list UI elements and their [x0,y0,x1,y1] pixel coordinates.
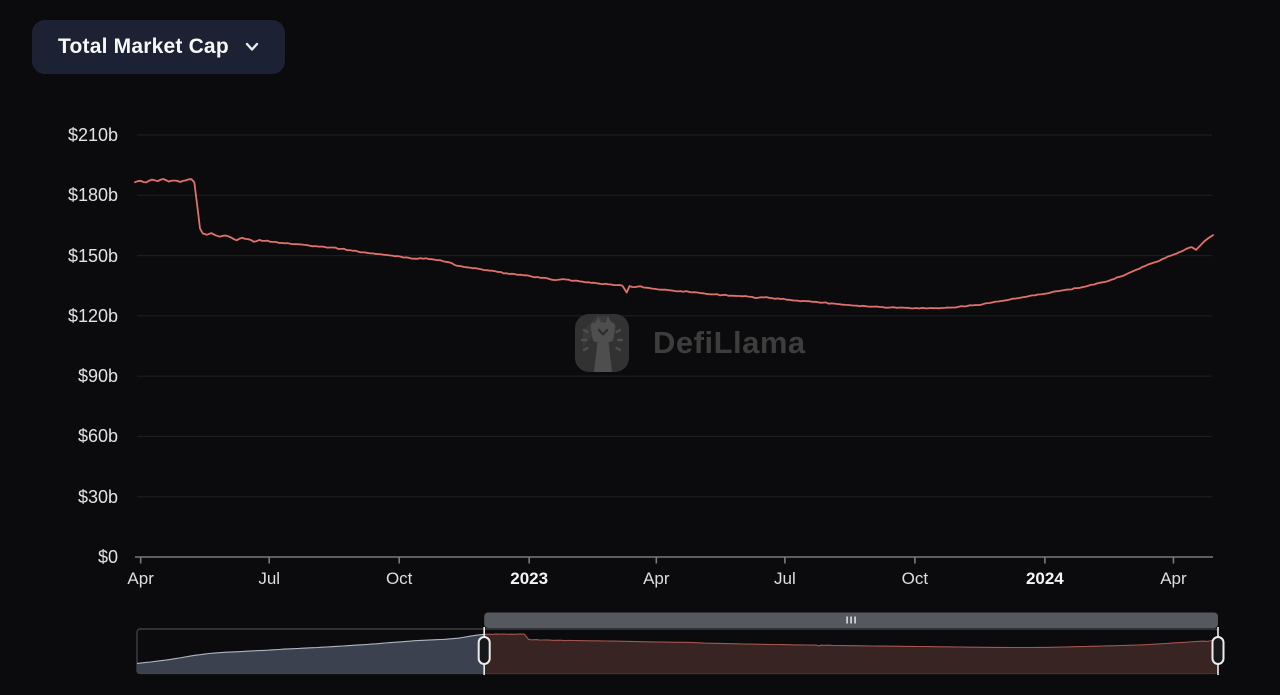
brush-left-handle[interactable] [477,636,491,665]
market-cap-line [134,178,1214,310]
brush-area-unselected[interactable] [137,634,1218,674]
brush-line-selected [484,633,1219,649]
metric-selector-label: Total Market Cap [58,35,229,58]
chevron-down-icon [245,42,259,51]
brush-right-handle[interactable] [1211,636,1225,665]
plot-area[interactable] [137,115,1212,557]
brush-line-unselected [136,633,485,664]
metric-selector-button[interactable]: Total Market Cap [32,20,285,74]
brush-area-selected[interactable] [137,634,1218,674]
